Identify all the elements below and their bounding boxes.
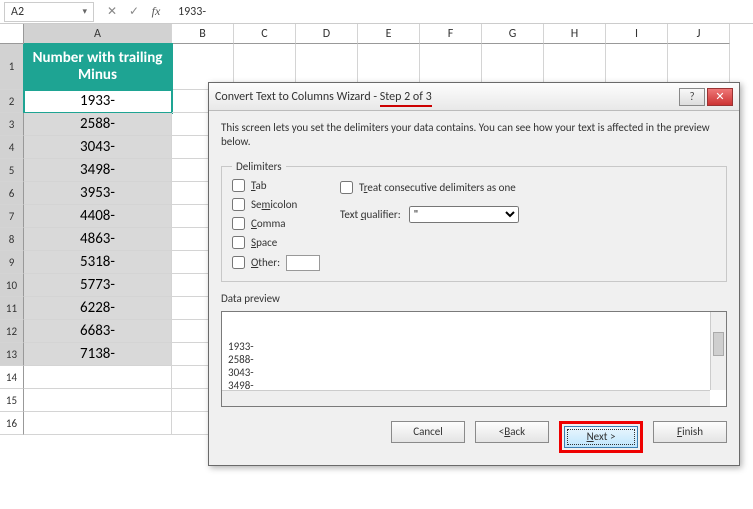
- row-header-8[interactable]: 8: [0, 228, 24, 251]
- preview-vscroll[interactable]: [710, 312, 726, 390]
- row-header-4[interactable]: 4: [0, 136, 24, 159]
- row-header-14[interactable]: 14: [0, 366, 24, 389]
- delim-other-checkbox[interactable]: [232, 256, 245, 269]
- treat-consecutive[interactable]: Treat consecutive delimiters as one: [340, 181, 519, 194]
- data-preview: 1933- 2588- 3043- 3498- 3953-: [221, 311, 727, 407]
- treat-consecutive-checkbox[interactable]: [340, 181, 353, 194]
- delim-other-input[interactable]: [286, 255, 320, 271]
- dialog-title-prefix: Convert Text to Columns Wizard -: [215, 90, 380, 104]
- dialog-title-step: Step 2 of 3: [380, 90, 432, 107]
- delimiters-group: Delimiters Tab Semicolon Comma Space Oth…: [221, 160, 727, 282]
- col-header-A[interactable]: A: [24, 24, 172, 44]
- delim-comma[interactable]: Comma: [232, 217, 320, 230]
- cell-A8[interactable]: 4863-: [24, 228, 172, 251]
- cell-A7[interactable]: 4408-: [24, 205, 172, 228]
- name-box[interactable]: A2 ▾: [4, 2, 94, 22]
- accept-icon[interactable]: ✓: [126, 4, 142, 19]
- row-header-15[interactable]: 15: [0, 389, 24, 412]
- select-all-corner[interactable]: [0, 24, 24, 44]
- col-header-C[interactable]: C: [234, 24, 296, 44]
- cell-A13[interactable]: 7138-: [24, 343, 172, 366]
- cell-A15[interactable]: [24, 389, 172, 412]
- close-button[interactable]: ✕: [707, 88, 733, 106]
- col-header-G[interactable]: G: [482, 24, 544, 44]
- text-to-columns-dialog: Convert Text to Columns Wizard - Step 2 …: [208, 82, 740, 466]
- delim-tab[interactable]: Tab: [232, 179, 320, 192]
- col-header-J[interactable]: J: [668, 24, 730, 44]
- row-header-3[interactable]: 3: [0, 113, 24, 136]
- cell-A1[interactable]: Number with trailing Minus: [24, 44, 172, 90]
- cell-A6[interactable]: 3953-: [24, 182, 172, 205]
- cell-A4[interactable]: 3043-: [24, 136, 172, 159]
- row-header-12[interactable]: 12: [0, 320, 24, 343]
- dialog-title: Convert Text to Columns Wizard - Step 2 …: [215, 90, 679, 104]
- row-header-2[interactable]: 2: [0, 90, 24, 113]
- delim-space-checkbox[interactable]: [232, 236, 245, 249]
- cell-A11[interactable]: 6228-: [24, 297, 172, 320]
- delim-semicolon[interactable]: Semicolon: [232, 198, 320, 211]
- cell-A5[interactable]: 3498-: [24, 159, 172, 182]
- cell-A10[interactable]: 5773-: [24, 274, 172, 297]
- row-header-13[interactable]: 13: [0, 343, 24, 366]
- dialog-buttons: Cancel < Back Next > Finish: [221, 407, 727, 453]
- formula-text[interactable]: 1933-: [170, 5, 206, 19]
- formula-bar: A2 ▾ ✕ ✓ fx 1933-: [0, 0, 753, 24]
- help-button[interactable]: ?: [679, 88, 705, 106]
- col-header-E[interactable]: E: [358, 24, 420, 44]
- fx-icon[interactable]: fx: [148, 4, 164, 19]
- row-header-16[interactable]: 16: [0, 412, 24, 435]
- column-headers: ABCDEFGHIJ: [24, 24, 753, 44]
- row-header-11[interactable]: 11: [0, 297, 24, 320]
- col-header-B[interactable]: B: [172, 24, 234, 44]
- delim-tab-checkbox[interactable]: [232, 179, 245, 192]
- dialog-description: This screen lets you set the delimiters …: [221, 121, 727, 150]
- col-header-F[interactable]: F: [420, 24, 482, 44]
- name-box-dropdown-icon[interactable]: ▾: [82, 6, 87, 17]
- col-header-I[interactable]: I: [606, 24, 668, 44]
- delimiters-legend: Delimiters: [232, 160, 286, 173]
- preview-vscroll-thumb[interactable]: [713, 332, 724, 356]
- row-header-6[interactable]: 6: [0, 182, 24, 205]
- cell-A2[interactable]: 1933-: [24, 90, 172, 113]
- next-button-highlight: Next >: [559, 421, 643, 453]
- text-qualifier-select[interactable]: ": [409, 206, 519, 223]
- row-header-10[interactable]: 10: [0, 274, 24, 297]
- row-header-7[interactable]: 7: [0, 205, 24, 228]
- delim-space[interactable]: Space: [232, 236, 320, 249]
- row-header-9[interactable]: 9: [0, 251, 24, 274]
- back-button[interactable]: < Back: [475, 421, 549, 443]
- dialog-titlebar[interactable]: Convert Text to Columns Wizard - Step 2 …: [209, 83, 739, 111]
- row-header-5[interactable]: 5: [0, 159, 24, 182]
- text-qualifier-label: Text qualifier:: [340, 208, 401, 221]
- preview-hscroll[interactable]: [222, 390, 710, 406]
- next-button[interactable]: Next >: [564, 426, 638, 448]
- delim-comma-checkbox[interactable]: [232, 217, 245, 230]
- name-box-value: A2: [11, 5, 24, 19]
- row-header-1[interactable]: 1: [0, 44, 24, 90]
- cell-A9[interactable]: 5318-: [24, 251, 172, 274]
- cancel-icon[interactable]: ✕: [104, 4, 120, 19]
- finish-button[interactable]: Finish: [653, 421, 727, 443]
- delim-semicolon-checkbox[interactable]: [232, 198, 245, 211]
- cell-A3[interactable]: 2588-: [24, 113, 172, 136]
- delim-other[interactable]: Other:: [232, 255, 320, 271]
- cell-A16[interactable]: [24, 412, 172, 435]
- col-header-H[interactable]: H: [544, 24, 606, 44]
- cancel-button[interactable]: Cancel: [391, 421, 465, 443]
- cell-A12[interactable]: 6683-: [24, 320, 172, 343]
- cell-A14[interactable]: [24, 366, 172, 389]
- col-header-D[interactable]: D: [296, 24, 358, 44]
- formula-bar-icons: ✕ ✓ fx: [98, 4, 170, 19]
- data-preview-label: Data preview: [221, 292, 727, 305]
